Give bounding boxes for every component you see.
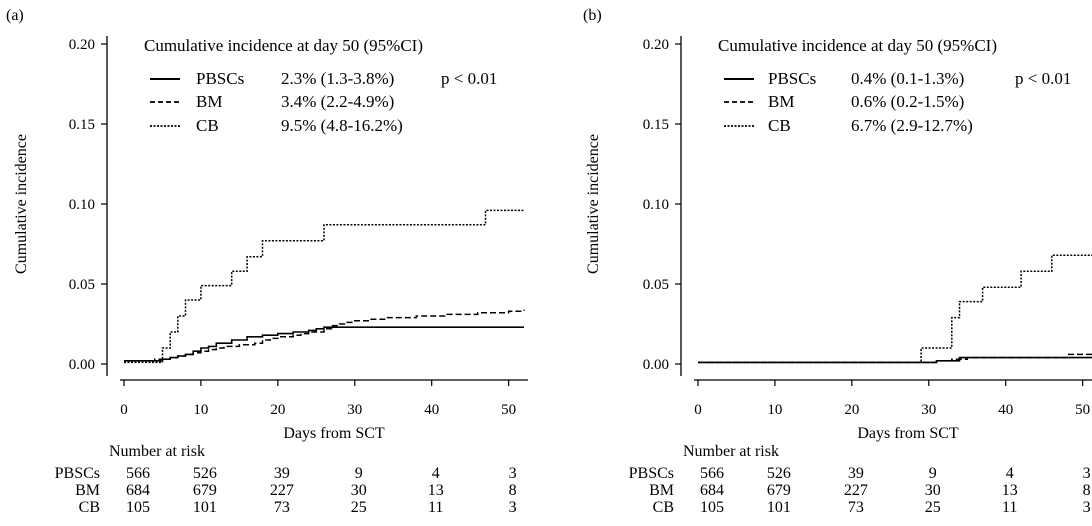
risk-cell: 73 [274,499,290,516]
risk-cell: 105 [700,499,724,516]
risk-cell: 566 [700,465,724,482]
risk-cell: 9 [355,465,363,482]
risk-table-title: Number at risk [683,443,779,460]
x-tick-label: 20 [270,402,285,418]
risk-row-label: CB [79,499,100,516]
y-tick-label: 0.20 [69,37,95,53]
panel-label: (a) [6,7,24,24]
risk-row-label: PBSCs [629,465,674,482]
x-tick-label: 0 [694,402,702,418]
x-tick-label: 40 [998,402,1013,418]
legend-entry-name: PBSCs [768,69,816,88]
risk-cell: 30 [925,482,941,499]
risk-cell: 11 [428,499,443,516]
risk-cell: 566 [126,465,150,482]
risk-row-label: PBSCs [55,465,100,482]
y-tick-label: 0.00 [69,357,95,373]
chart-panel-b: (b) 0.00 0.05 0.10 0.15 0.20 0 10 20 30 40 50 Days f… [583,7,1092,516]
legend-title: Cumulative incidence at day 50 (95%CI) [718,36,997,55]
risk-table: Number at risk PBSCs 566 526 39 9 4 3 BM 684 679 22… [55,443,517,516]
risk-table: Number at risk PBSCs 566 526 39 9 4 3 BM 684 679 22… [629,443,1091,516]
x-tick-label: 50 [1075,402,1090,418]
y-tick-label: 0.10 [643,197,669,213]
risk-cell: 679 [193,482,217,499]
risk-cell: 13 [1002,482,1018,499]
risk-cell: 4 [432,465,440,482]
risk-cell: 101 [767,499,791,516]
risk-row-label: CB [653,499,674,516]
risk-cell: 684 [126,482,150,499]
panel-label: (b) [583,7,602,24]
y-axis-label: Cumulative incidence [585,134,602,274]
risk-cell: 8 [509,482,517,499]
p-value: p < 0.01 [1015,69,1071,88]
risk-row-label: BM [75,482,100,499]
y-tick-label: 0.15 [69,117,95,133]
x-axis-label: Days from SCT [857,425,959,442]
series-line-cb [698,254,1092,364]
series-line-cb [124,209,524,364]
y-tick-label: 0.00 [643,357,669,373]
risk-cell: 227 [844,482,868,499]
x-tick-label: 10 [193,402,208,418]
y-tick-label: 0.10 [69,197,95,213]
risk-cell: 684 [700,482,724,499]
x-tick-label: 40 [424,402,439,418]
x-tick-label: 20 [844,402,859,418]
risk-table-title: Number at risk [109,443,205,460]
risk-cell: 3 [509,499,517,516]
risk-cell: 8 [1083,482,1091,499]
risk-cell: 11 [1002,499,1017,516]
legend-entry-value: 2.3% (1.3-3.8%) [281,69,394,88]
x-tick-label: 0 [120,402,128,418]
risk-cell: 4 [1006,465,1014,482]
legend-entry-value: 3.4% (2.2-4.9%) [281,92,394,111]
legend-entry-name: CB [196,116,219,135]
y-tick-label: 0.05 [69,277,95,293]
risk-cell: 39 [274,465,290,482]
x-tick-label: 30 [347,402,362,418]
risk-cell: 13 [428,482,444,499]
risk-cell: 3 [1083,465,1091,482]
legend-entry-name: PBSCs [196,69,244,88]
risk-row-label: BM [649,482,674,499]
risk-cell: 73 [848,499,864,516]
risk-cell: 3 [509,465,517,482]
series-line-bm [124,309,525,362]
series-line-bm [698,353,1092,364]
x-tick-label: 10 [767,402,782,418]
legend-entry-name: BM [768,92,794,111]
risk-cell: 101 [193,499,217,516]
risk-cell: 25 [925,499,941,516]
chart-panel-a: (a) 0.00 0.05 0.10 0.15 0.20 0 10 20 30 40 50 Days f… [6,7,528,516]
risk-cell: 526 [767,465,791,482]
legend-entry-name: CB [768,116,791,135]
p-value: p < 0.01 [441,69,497,88]
legend: Cumulative incidence at day 50 (95%CI) PB… [718,36,1071,135]
risk-cell: 39 [848,465,864,482]
risk-cell: 227 [270,482,294,499]
legend-entry-value: 9.5% (4.8-16.2%) [281,116,403,135]
legend: Cumulative incidence at day 50 (95%CI) PB… [144,36,497,135]
risk-cell: 679 [767,482,791,499]
legend-title: Cumulative incidence at day 50 (95%CI) [144,36,423,55]
legend-entry-name: BM [196,92,222,111]
x-tick-label: 50 [501,402,516,418]
x-tick-label: 30 [921,402,936,418]
y-tick-label: 0.15 [643,117,669,133]
risk-cell: 9 [929,465,937,482]
legend-entry-value: 6.7% (2.9-12.7%) [851,116,973,135]
risk-cell: 3 [1083,499,1091,516]
risk-cell: 25 [351,499,367,516]
legend-entry-value: 0.4% (0.1-1.3%) [851,69,964,88]
y-axis-label: Cumulative incidence [13,134,30,274]
risk-cell: 105 [126,499,150,516]
y-tick-label: 0.05 [643,277,669,293]
y-tick-label: 0.20 [643,37,669,53]
risk-cell: 526 [193,465,217,482]
x-axis-label: Days from SCT [283,425,385,442]
risk-cell: 30 [351,482,367,499]
legend-entry-value: 0.6% (0.2-1.5%) [851,92,964,111]
